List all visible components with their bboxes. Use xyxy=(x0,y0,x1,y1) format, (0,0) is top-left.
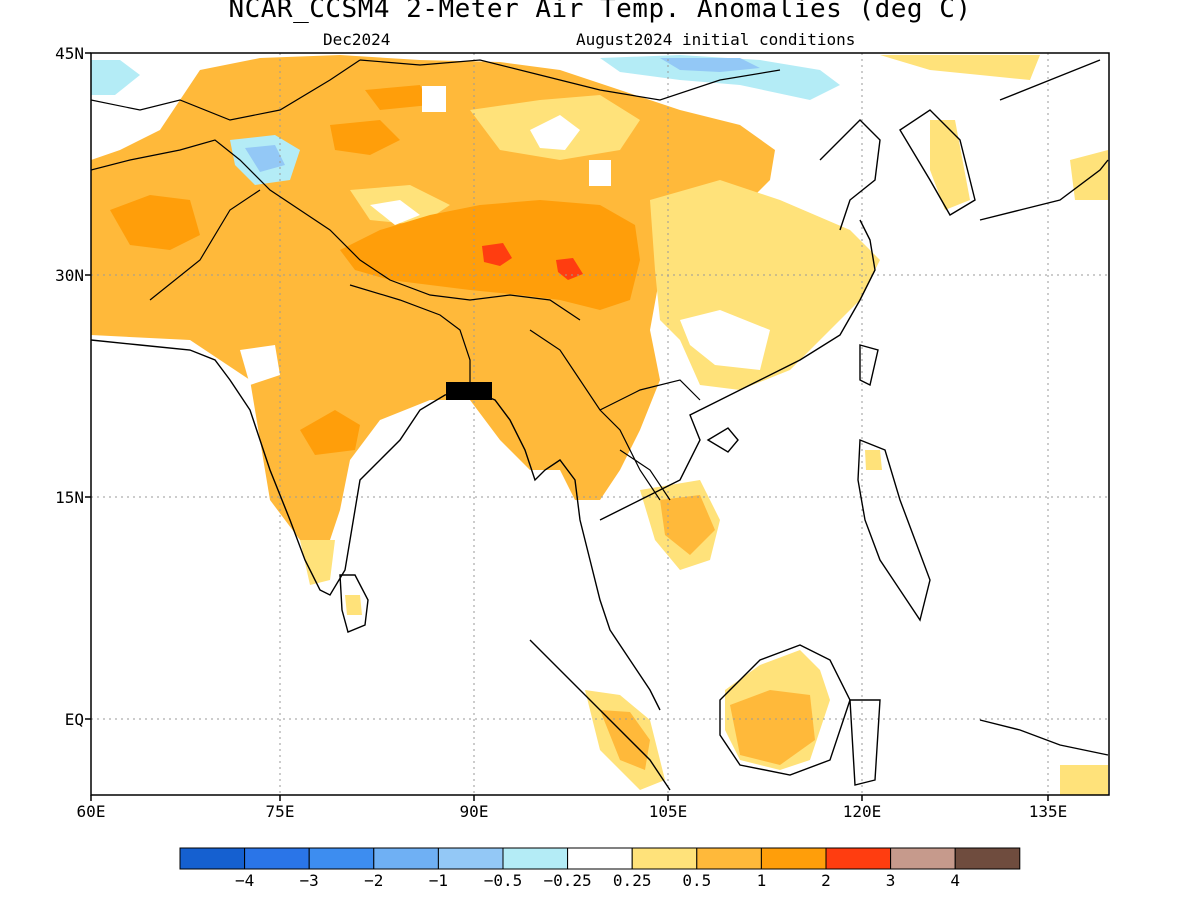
colorbar-swatch xyxy=(502,847,569,870)
anomaly-region-orange-north xyxy=(330,120,400,155)
anomaly-region-sri-lanka xyxy=(345,595,362,615)
colorbar-swatch xyxy=(825,847,892,870)
colorbar-tick-label: 3 xyxy=(885,871,896,890)
lon-label-90e: 90E xyxy=(459,802,489,821)
anomaly-region-red-2 xyxy=(556,258,583,280)
colorbar-swatch xyxy=(373,847,439,870)
colorbar-tick-label: 0.25 xyxy=(612,871,652,890)
valid-month-label: Dec2024 xyxy=(323,30,391,49)
lon-label-75e: 75E xyxy=(265,802,295,821)
anomaly-white-hole-4 xyxy=(240,345,280,385)
anomaly-region-new-guinea xyxy=(1060,765,1108,795)
colorbar-swatch xyxy=(567,847,633,870)
graticule xyxy=(91,53,1109,795)
colorbar-swatch xyxy=(437,847,504,870)
anomaly-white-hole-2 xyxy=(370,200,420,225)
colorbar-tick-label: −4 xyxy=(234,871,255,890)
colorbar-tick-label: 4 xyxy=(950,871,960,890)
colorbar-tick-label: −2 xyxy=(364,871,384,890)
ganges-delta-mark xyxy=(446,382,492,400)
country-borders xyxy=(91,59,781,501)
lat-label-eq: EQ xyxy=(64,710,84,729)
coastlines xyxy=(91,59,1109,791)
lon-label-60e: 60E xyxy=(76,802,106,821)
colorbar-swatch xyxy=(760,847,827,870)
anomaly-region-cyan-north xyxy=(600,55,840,100)
anomaly-region-indochina-orange xyxy=(660,495,715,555)
anomaly-region-yellow-india-south xyxy=(300,540,335,585)
colorbar-swatch xyxy=(244,847,310,870)
colorbar-tick-label: 2 xyxy=(821,871,831,890)
lon-label-105e: 105E xyxy=(648,802,688,821)
colorbar-swatch xyxy=(631,847,698,870)
plot-frame xyxy=(90,52,1110,796)
anomaly-region-borneo-orange xyxy=(730,690,815,765)
lat-label-15n: 15N xyxy=(55,488,84,507)
anomaly-region-korea xyxy=(930,120,970,210)
anomaly-region-orange-india xyxy=(300,410,360,455)
colorbar-tick-label: −1 xyxy=(428,871,449,890)
anomaly-region-japan xyxy=(1070,150,1108,200)
anomaly-white-box-1 xyxy=(422,86,446,112)
colorbar-swatch xyxy=(308,847,375,870)
anomaly-region-north-east xyxy=(880,55,1040,80)
colorbar-tick-label: −3 xyxy=(299,871,319,890)
anomaly-region-orange-west xyxy=(110,195,200,250)
init-conditions-label: August2024 initial conditions xyxy=(576,30,856,49)
colorbar-tick-label: 0.5 xyxy=(682,871,712,890)
anomaly-region-red-1 xyxy=(482,243,512,266)
anomaly-region-philippines xyxy=(865,450,882,470)
anomaly-white-hole-3 xyxy=(680,310,770,370)
colorbar-tick-label: −0.25 xyxy=(543,871,592,890)
lon-label-120e: 120E xyxy=(842,802,882,821)
axis-ticks xyxy=(85,52,1049,801)
colorbar-swatch xyxy=(890,847,956,870)
colorbar-swatch xyxy=(696,847,762,870)
anomaly-white-box-2 xyxy=(589,160,611,186)
anomaly-region-blue-north xyxy=(660,58,760,72)
anomaly-region-blue-pamir xyxy=(245,145,285,172)
anomaly-region-cyan-west xyxy=(91,60,140,95)
colorbar-swatch xyxy=(179,847,246,870)
colorbar-tick-label: −0.5 xyxy=(483,871,523,890)
colorbar-swatch xyxy=(954,847,1021,870)
anomaly-region-malay-orange xyxy=(600,710,650,770)
anomaly-region-orange-north2 xyxy=(365,85,430,110)
anomaly-fill xyxy=(91,55,1108,795)
colorbar-tick-label: 1 xyxy=(756,871,767,890)
lon-label-135e: 135E xyxy=(1028,802,1068,821)
map-title: NCAR_CCSM4 2-Meter Air Temp. Anomalies (… xyxy=(228,0,972,24)
anomaly-white-hole-1 xyxy=(530,115,580,150)
lat-label-45n: 45N xyxy=(55,44,84,63)
lat-label-30n: 30N xyxy=(55,266,84,285)
